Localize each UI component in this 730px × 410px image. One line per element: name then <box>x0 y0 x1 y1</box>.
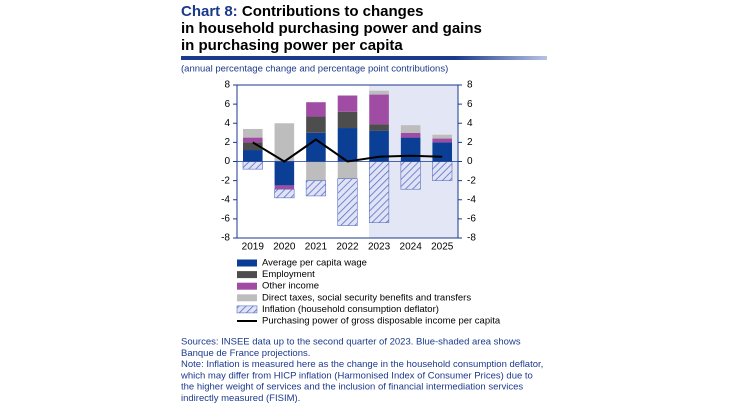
legend-swatch <box>237 282 257 290</box>
bar <box>274 161 295 186</box>
y2-tick-label: 6 <box>467 99 473 110</box>
x-tick-label: 2024 <box>400 242 423 253</box>
note-line: Sources: INSEE data up to the second qua… <box>181 337 521 348</box>
legend-label: Purchasing power of gross disposable inc… <box>262 316 501 327</box>
y-tick-label: 6 <box>224 99 230 110</box>
bar <box>369 90 389 95</box>
y-tick-label: -6 <box>221 214 230 225</box>
bar <box>337 111 358 129</box>
y-tick-label: 4 <box>224 118 230 129</box>
bar <box>306 132 326 162</box>
note-line: Note: Inflation is measured here as the … <box>181 359 543 370</box>
note-line: Banque de France projections. <box>181 348 310 359</box>
y2-tick-label: -8 <box>467 233 476 244</box>
y2-tick-label: 8 <box>467 80 473 91</box>
bar <box>337 178 358 226</box>
legend-label: Inflation (household consumption deflato… <box>262 304 439 315</box>
x-tick-label: 2020 <box>273 242 296 253</box>
legend-swatch <box>237 259 257 267</box>
x-tick-label: 2021 <box>305 242 328 253</box>
note-line: which may differ from HICP inflation (Ha… <box>180 370 533 381</box>
chart-label: Chart 8: <box>181 3 238 20</box>
bar <box>400 161 421 190</box>
x-tick-label: 2022 <box>336 242 359 253</box>
y-tick-label: 8 <box>224 80 230 91</box>
bar <box>337 161 358 179</box>
bar <box>432 134 453 139</box>
bar <box>432 138 453 143</box>
legend-swatch <box>237 294 257 302</box>
legend-swatch <box>236 305 258 314</box>
bar <box>274 123 295 162</box>
title-line: Contributions to changes <box>238 3 424 20</box>
bar <box>400 137 421 162</box>
note-line: the higher weight of services and the in… <box>181 382 523 393</box>
bar <box>274 188 295 199</box>
bar <box>432 142 453 162</box>
legend-label: Direct taxes, social security benefits a… <box>262 292 471 303</box>
bar <box>306 161 326 181</box>
y-tick-label: -4 <box>221 194 230 205</box>
bar <box>306 116 326 133</box>
bar <box>274 185 295 190</box>
legend-label: Average per capita wage <box>262 258 367 269</box>
y-tick-label: 2 <box>224 137 230 148</box>
legend-label: Other income <box>262 281 319 292</box>
bar <box>242 150 263 162</box>
bar <box>242 142 263 151</box>
bar <box>432 161 453 181</box>
title-line: in household purchasing power and gains <box>181 20 482 37</box>
bar <box>368 161 390 224</box>
x-tick-label: 2019 <box>242 242 265 253</box>
bar <box>242 137 263 143</box>
y2-tick-label: 0 <box>467 156 473 167</box>
bar <box>369 94 389 125</box>
notes: Sources: INSEE data up to the second qua… <box>180 337 543 405</box>
x-tick-label: 2023 <box>368 242 391 253</box>
bar <box>369 130 389 162</box>
y2-tick-label: 2 <box>467 137 473 148</box>
title-rule <box>181 56 547 60</box>
x-tick-label: 2025 <box>431 242 454 253</box>
legend-label: Employment <box>262 269 315 280</box>
y-tick-label: -8 <box>221 233 230 244</box>
bar <box>400 125 421 133</box>
note-line: indirectly measured (FISIM). <box>181 393 300 404</box>
y-tick-label: -2 <box>221 175 230 186</box>
subtitle: (annual percentage change and percentage… <box>181 64 448 75</box>
chart-title: Chart 8: Contributions to changes <box>181 3 424 20</box>
bar <box>400 132 421 138</box>
y2-tick-label: -2 <box>467 175 476 186</box>
plot: -8 -6 -4 -2 0 2 4 6 8 -8 -6 -4 -2 0 2 4 6 8 2019 2020 2021 20… <box>221 80 476 253</box>
legend-swatch <box>237 271 257 279</box>
y2-tick-label: -4 <box>467 194 476 205</box>
bar <box>306 102 326 117</box>
y-tick-label: 0 <box>224 156 230 167</box>
bar <box>337 95 358 112</box>
title-line: in purchasing power per capita <box>181 37 403 54</box>
bar <box>242 161 263 170</box>
bar <box>369 124 389 131</box>
bar <box>337 128 358 162</box>
y2-tick-label: -6 <box>467 214 476 225</box>
line <box>252 138 443 163</box>
y2-tick-label: 4 <box>467 118 473 129</box>
bar <box>305 180 327 197</box>
bar <box>242 128 263 138</box>
